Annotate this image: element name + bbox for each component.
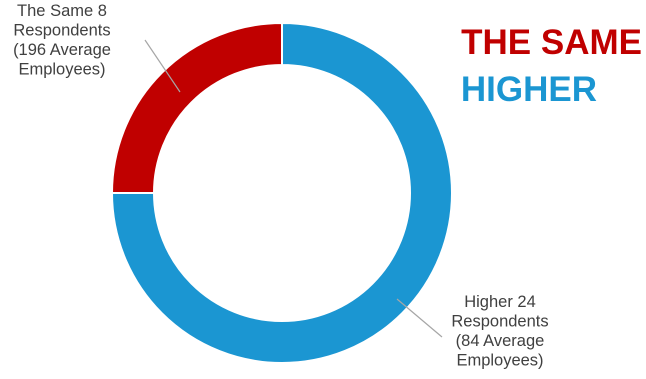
data-label-line: Employees)	[456, 352, 543, 370]
legend-item-the-same: THE SAME	[461, 23, 642, 62]
data-label-line: Respondents	[13, 22, 110, 40]
leader-lines	[144, 39, 443, 338]
slice-higher	[110, 21, 453, 364]
data-label-line: (196 Average	[13, 41, 111, 59]
data-label-line: Respondents	[451, 313, 548, 331]
data-label-line: The Same 8	[17, 2, 107, 20]
data-labels: Higher 24 Respondents (84 Average Employees…	[13, 2, 549, 370]
data-label-higher: Higher 24 Respondents (84 Average Employees…	[451, 293, 548, 370]
slice-the-same	[110, 21, 283, 194]
data-label-line: (84 Average	[456, 332, 545, 350]
leader-line-higher	[396, 298, 443, 338]
data-label-the-same: The Same 8 Respondents (196 Average Employe…	[13, 2, 111, 79]
legend-item-higher: HIGHER	[461, 70, 597, 109]
legend: THE SAME HIGHER	[461, 23, 642, 109]
data-label-line: Employees)	[18, 61, 105, 79]
leader-line-the-same	[144, 39, 181, 93]
data-label-line: Higher 24	[464, 293, 536, 311]
donut-slices	[110, 21, 453, 364]
